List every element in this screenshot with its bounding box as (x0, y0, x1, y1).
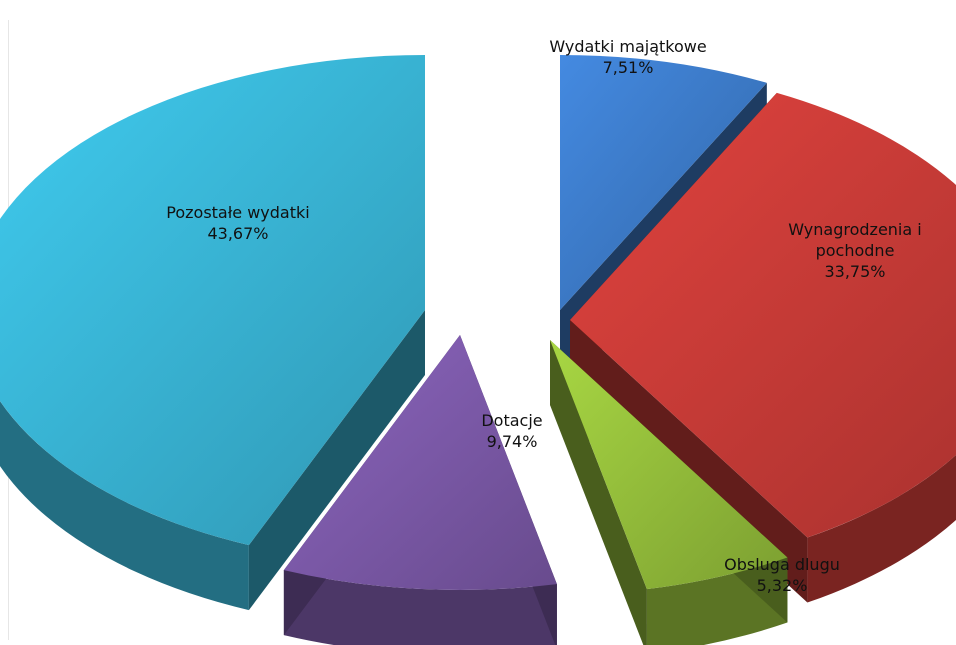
pie-slice-top (550, 340, 788, 590)
pie-labels: Wydatki majątkowe 7,51% Wynagrodzenia i poc… (166, 37, 921, 595)
pie-slice-5 (0, 55, 425, 611)
pie-slice-rim (807, 454, 956, 603)
pie-slice-top (560, 55, 767, 310)
pie-slices (0, 55, 956, 645)
pie-slice-4 (283, 335, 557, 645)
pie-slice-top (570, 92, 956, 538)
pie-label: Wynagrodzenia i pochodne 33,75% (788, 220, 921, 281)
pie-label: Wydatki majątkowe 7,51% (549, 37, 706, 77)
pie-slice-rim (0, 400, 249, 611)
pie-slice-side (550, 340, 647, 645)
pie-slice-side (248, 310, 425, 611)
pie-slice-rim (283, 570, 557, 645)
pie-slice-3 (550, 340, 788, 645)
pie-label: Obsluga dlugu 5,32% (724, 555, 840, 595)
pie-slice-top (0, 55, 425, 546)
pie-label: Dotacje 9,74% (481, 411, 542, 451)
pie-label: Pozostałe wydatki 43,67% (166, 203, 309, 243)
pie-slice-top (283, 335, 557, 590)
